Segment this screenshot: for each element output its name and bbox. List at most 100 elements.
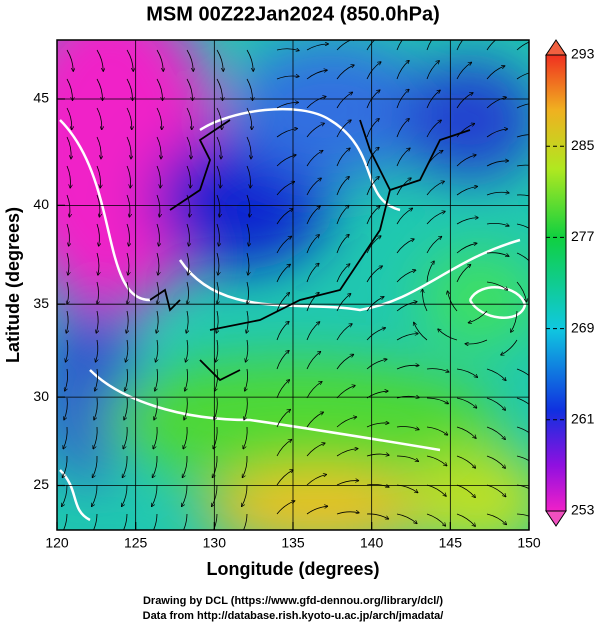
x-tick-label: 150 [517, 535, 541, 551]
streamline [486, 426, 505, 439]
streamline [276, 76, 299, 80]
streamline [426, 426, 448, 435]
streamline [126, 49, 133, 71]
streamline [94, 397, 98, 420]
streamline [306, 506, 328, 515]
streamline [243, 513, 248, 530]
streamline [516, 368, 529, 377]
streamline [336, 65, 354, 80]
streamline [126, 339, 128, 362]
streamline [126, 194, 130, 217]
streamline [64, 397, 68, 420]
streamline [186, 136, 191, 159]
streamline [422, 289, 428, 312]
streamline [96, 194, 100, 217]
streamline [157, 281, 159, 304]
streamline [456, 62, 471, 80]
streamline [456, 243, 477, 254]
y-tick-label: 45 [33, 90, 49, 106]
streamline [516, 397, 529, 405]
streamline [66, 136, 71, 159]
streamline [62, 484, 68, 506]
streamline [336, 264, 350, 283]
streamline [336, 512, 359, 515]
x-tick-label: 120 [45, 535, 69, 551]
streamline [306, 97, 326, 109]
streamline [216, 194, 220, 217]
streamline [65, 368, 68, 391]
streamline [456, 397, 477, 408]
streamline [426, 513, 445, 526]
streamline [396, 365, 419, 370]
streamline [155, 368, 158, 391]
streamline [366, 328, 385, 341]
streamline [242, 455, 248, 478]
streamline [156, 107, 162, 129]
streamline [93, 426, 98, 449]
streamline [276, 264, 290, 283]
streamline [501, 339, 518, 355]
streamline [156, 339, 158, 362]
streamline [486, 513, 506, 524]
streamline [63, 426, 68, 449]
streamline [246, 165, 251, 188]
streamline [246, 339, 248, 362]
contour-line [59, 107, 527, 522]
credit-line: Data from http://database.rish.kyoto-u.a… [143, 610, 444, 622]
plot-frame [56, 39, 530, 531]
streamline [97, 252, 99, 275]
streamline [276, 470, 293, 486]
streamline [185, 368, 188, 391]
streamline [212, 484, 218, 506]
streamline [486, 281, 508, 290]
streamline [216, 339, 218, 362]
streamline [366, 359, 387, 370]
streamline [516, 194, 529, 197]
streamline [396, 178, 411, 196]
streamline [152, 484, 158, 506]
x-tick-label: 145 [439, 535, 463, 551]
streamline [187, 281, 189, 304]
streamline [184, 397, 188, 420]
streamline [217, 281, 219, 304]
streamline [156, 310, 158, 333]
streamline [516, 252, 529, 262]
streamline [511, 310, 518, 332]
y-axis-label: Latitude (degrees) [3, 207, 23, 363]
colorbar-tick-label: 261 [571, 411, 595, 427]
streamline [123, 426, 128, 449]
x-tick-label: 125 [124, 535, 148, 551]
streamline [306, 44, 328, 51]
streamline [124, 397, 128, 420]
streamline [426, 181, 444, 196]
title: MSM 00Z22Jan2024 (850.0hPa) [146, 3, 440, 25]
streamline [456, 455, 475, 468]
streamline [336, 354, 354, 370]
streamline [336, 205, 349, 225]
streamline [366, 40, 376, 51]
streamline [183, 513, 188, 530]
streamline [456, 124, 474, 138]
streamline [246, 223, 249, 246]
streamline [426, 261, 434, 283]
streamline [216, 107, 222, 129]
streamline [396, 208, 412, 225]
streamline [516, 426, 529, 434]
streamline [276, 155, 296, 167]
streamline [426, 151, 443, 167]
streamline [306, 123, 324, 138]
streamline [96, 136, 101, 159]
streamline [126, 165, 131, 188]
streamline [186, 310, 188, 333]
streamline [97, 281, 99, 304]
streamline [366, 423, 389, 428]
streamline [456, 513, 475, 526]
streamline [182, 484, 188, 506]
streamline [276, 236, 291, 254]
streamline [516, 103, 529, 109]
streamline [366, 484, 389, 487]
streamline [396, 513, 417, 523]
streamline [96, 339, 98, 362]
streamline [306, 70, 327, 80]
streamline [126, 223, 129, 246]
